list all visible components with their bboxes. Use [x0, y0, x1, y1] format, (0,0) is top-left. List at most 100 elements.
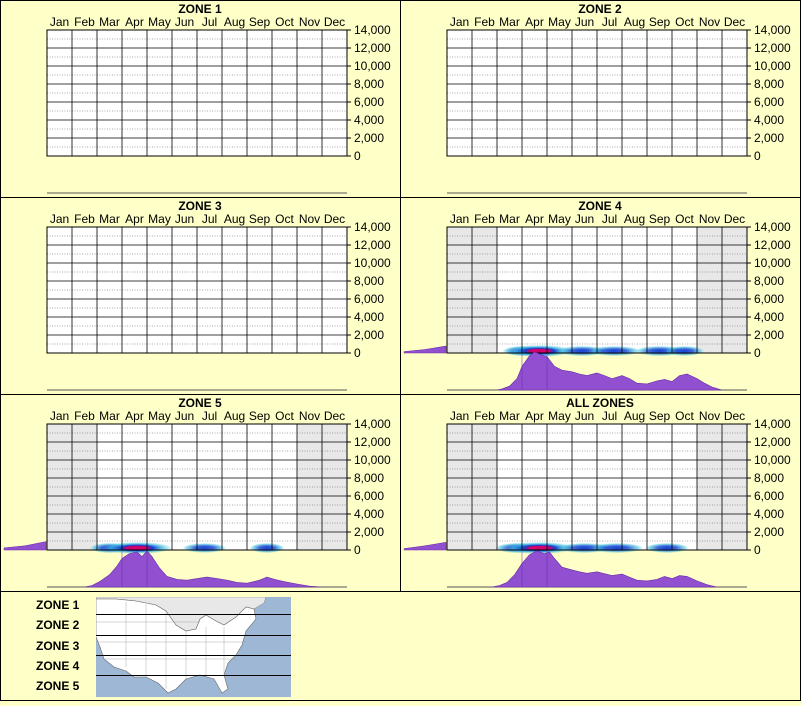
month-label: Feb: [474, 409, 495, 423]
month-label: Jan: [50, 212, 69, 226]
month-label: Mar: [499, 212, 520, 226]
altitude-profile: [403, 542, 447, 551]
legend-zone-3: ZONE 3: [36, 639, 80, 653]
y-tick-label: 0: [354, 346, 361, 360]
y-tick-label: 10,000: [754, 453, 791, 467]
y-tick-label: 10,000: [754, 59, 791, 73]
y-tick-label: 8,000: [354, 274, 384, 288]
month-label: Apr: [125, 212, 144, 226]
y-tick-label: 4,000: [754, 113, 784, 127]
month-label: Dec: [324, 15, 345, 29]
month-label: Sep: [649, 212, 671, 226]
seasonal-profile: [84, 550, 323, 588]
heat-blob: [249, 543, 285, 553]
month-label: Nov: [299, 409, 320, 423]
month-label: Jul: [602, 212, 617, 226]
y-tick-label: 8,000: [754, 471, 784, 485]
y-tick-label: 12,000: [754, 238, 791, 252]
panel-all-zones: ALL ZONES Jan Feb Mar Apr May Jun Jul Aug Sep Oct N…: [403, 396, 791, 588]
month-label: Oct: [275, 212, 294, 226]
y-tick-label: 0: [354, 149, 361, 163]
plot-border: [46, 226, 348, 354]
y-tick-label: 0: [754, 149, 761, 163]
month-label: Feb: [74, 212, 95, 226]
y-tick-label: 14,000: [354, 417, 391, 431]
month-label: Nov: [699, 212, 720, 226]
month-label: Mar: [99, 15, 120, 29]
month-label: Jan: [450, 409, 469, 423]
month-label: Jan: [450, 212, 469, 226]
y-tick-label: 4,000: [754, 507, 784, 521]
month-label: Mar: [499, 409, 520, 423]
y-tick-label: 10,000: [354, 256, 391, 270]
y-tick-label: 14,000: [354, 23, 391, 37]
month-label: Feb: [74, 15, 95, 29]
y-tick-label: 6,000: [354, 489, 384, 503]
heat-blob: [665, 346, 704, 356]
month-label: Apr: [525, 409, 544, 423]
month-label: May: [148, 409, 171, 423]
month-label: Sep: [249, 15, 271, 29]
y-tick-label: 0: [754, 346, 761, 360]
y-tick-label: 0: [354, 543, 361, 557]
y-tick-label: 2,000: [754, 131, 784, 145]
y-tick-label: 4,000: [354, 310, 384, 324]
panel-title: ZONE 1: [178, 2, 222, 16]
y-tick-label: 8,000: [754, 274, 784, 288]
heat-blob: [590, 543, 644, 553]
plot-border: [46, 423, 348, 551]
month-label: May: [148, 212, 171, 226]
month-label: Nov: [299, 15, 320, 29]
y-tick-label: 4,000: [354, 113, 384, 127]
month-label: Jan: [50, 15, 69, 29]
month-label: Jun: [175, 15, 194, 29]
panel-title: ZONE 4: [578, 199, 622, 213]
month-label: Feb: [474, 212, 495, 226]
month-label: Dec: [324, 212, 345, 226]
y-tick-label: 10,000: [354, 453, 391, 467]
month-label: Sep: [649, 15, 671, 29]
y-tick-label: 2,000: [354, 525, 384, 539]
y-tick-label: 12,000: [354, 435, 391, 449]
legend-zone-2: ZONE 2: [36, 618, 80, 632]
y-tick-label: 14,000: [754, 23, 791, 37]
month-label: Jul: [602, 409, 617, 423]
month-label: Dec: [324, 409, 345, 423]
altitude-profile: [403, 345, 447, 354]
month-label: Jun: [575, 409, 594, 423]
month-label: Jul: [202, 15, 217, 29]
heat-blob: [588, 346, 641, 356]
heat-blob: [182, 543, 227, 553]
month-label: Nov: [699, 409, 720, 423]
panel-title: ALL ZONES: [566, 396, 634, 410]
plot-border: [446, 29, 748, 157]
y-tick-label: 6,000: [754, 95, 784, 109]
month-label: Jun: [575, 15, 594, 29]
y-tick-label: 12,000: [754, 435, 791, 449]
y-tick-label: 12,000: [354, 238, 391, 252]
month-label: Aug: [224, 15, 245, 29]
panel-zone-3: ZONE 3 Jan Feb Mar Apr May Jun Jul Aug Sep Oct Nov D…: [46, 199, 391, 391]
month-label: Aug: [624, 15, 645, 29]
month-label: Aug: [624, 212, 645, 226]
y-tick-label: 6,000: [754, 292, 784, 306]
month-label: Apr: [525, 212, 544, 226]
panel-zone-1: ZONE 1 Jan Feb Mar Apr May Jun Jul Aug Sep Oct Nov D…: [46, 2, 391, 194]
y-tick-label: 14,000: [754, 417, 791, 431]
panel-title: ZONE 5: [178, 396, 222, 410]
y-tick-label: 12,000: [754, 41, 791, 55]
y-tick-label: 6,000: [354, 292, 384, 306]
month-label: Jun: [175, 409, 194, 423]
month-label: May: [548, 409, 571, 423]
y-tick-label: 14,000: [754, 220, 791, 234]
usa-map-image: [96, 597, 267, 694]
y-tick-label: 8,000: [754, 77, 784, 91]
month-label: May: [548, 212, 571, 226]
month-label: Dec: [724, 409, 745, 423]
y-tick-label: 12,000: [354, 41, 391, 55]
month-label: Dec: [724, 15, 745, 29]
month-label: Mar: [499, 15, 520, 29]
month-label: May: [148, 15, 171, 29]
month-label: Apr: [525, 15, 544, 29]
